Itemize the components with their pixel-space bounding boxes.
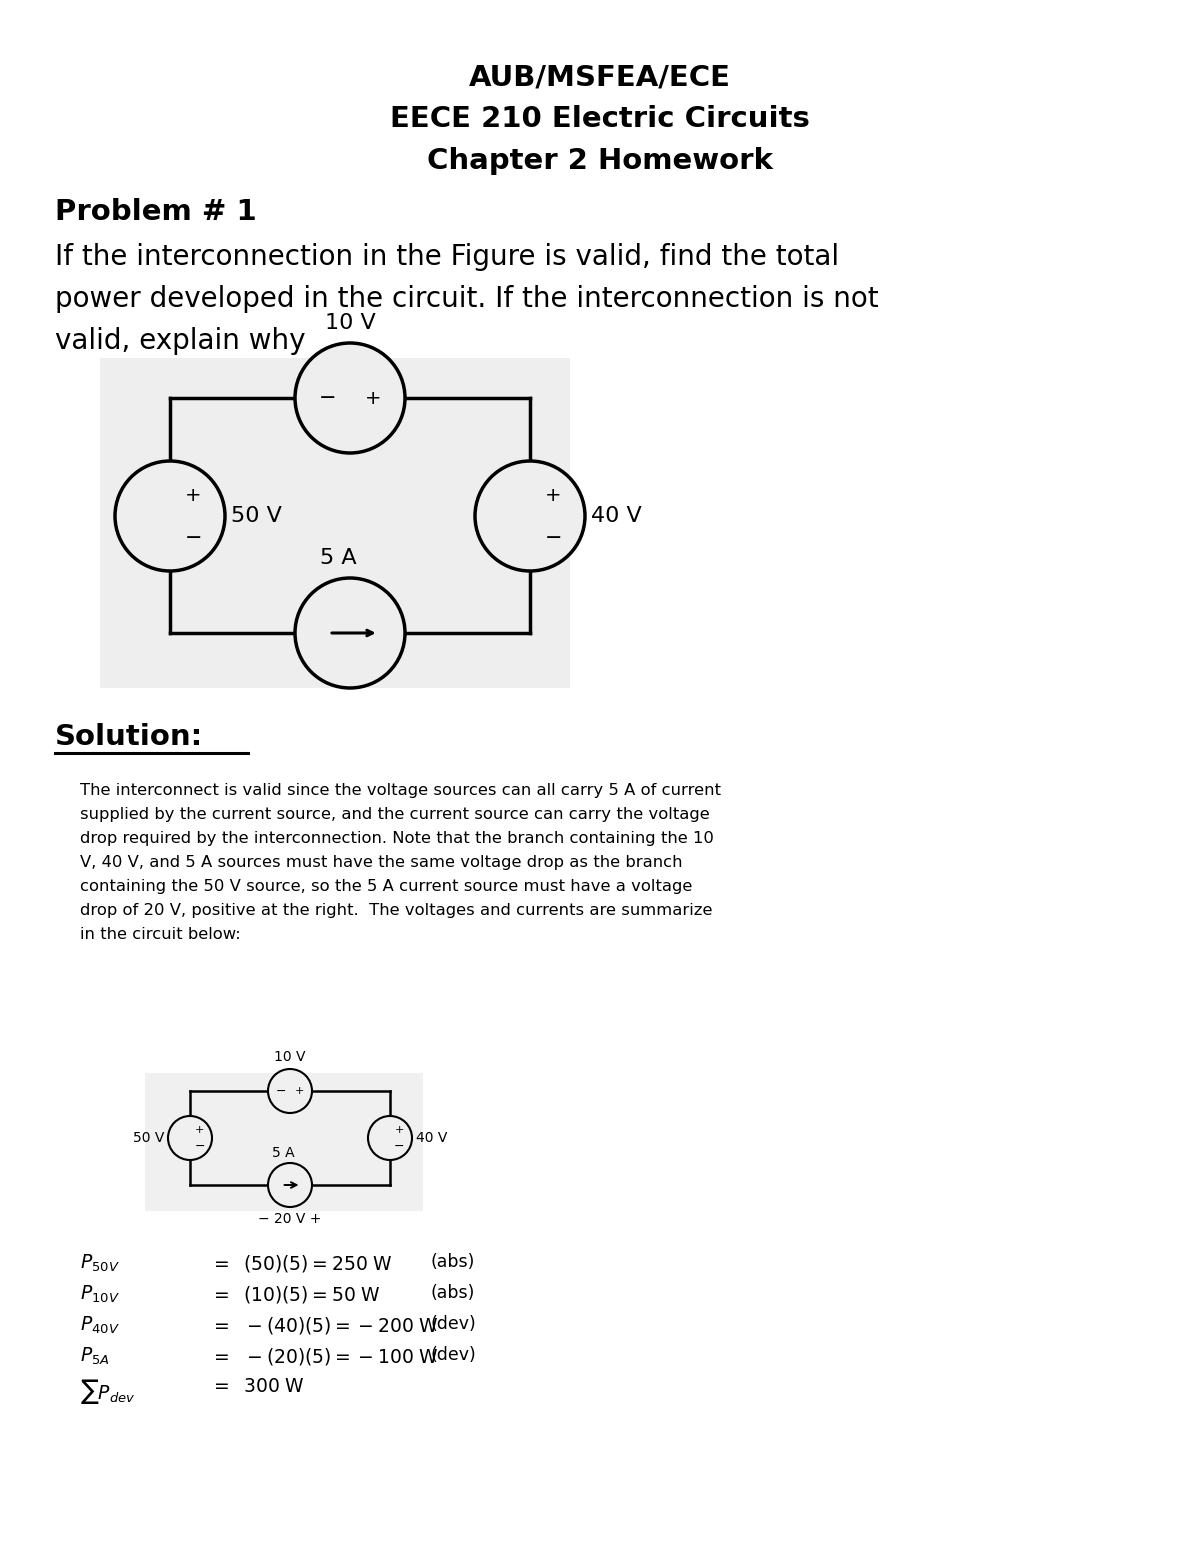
Text: supplied by the current source, and the current source can carry the voltage: supplied by the current source, and the … [80,808,709,822]
Text: −: − [545,528,562,548]
Text: $P_{5A}$: $P_{5A}$ [80,1346,109,1367]
Text: AUB/MSFEA/ECE: AUB/MSFEA/ECE [469,64,731,92]
Text: 10 V: 10 V [275,1050,306,1064]
Text: The interconnect is valid since the voltage sources can all carry 5 A of current: The interconnect is valid since the volt… [80,783,721,798]
Text: −: − [185,528,202,548]
Text: − 20 V +: − 20 V + [258,1211,322,1225]
Text: If the interconnection in the Figure is valid, find the total: If the interconnection in the Figure is … [55,242,839,272]
Circle shape [368,1117,412,1160]
Text: −: − [394,1140,404,1154]
Text: +: + [294,1086,304,1096]
Text: +: + [365,388,382,407]
Text: Chapter 2 Homework: Chapter 2 Homework [427,148,773,175]
Text: Solution:: Solution: [55,724,203,752]
Text: 40 V: 40 V [416,1131,448,1145]
Bar [145,1073,424,1211]
Circle shape [268,1068,312,1114]
Circle shape [168,1117,212,1160]
Text: 5 A: 5 A [320,548,356,568]
Text: (abs): (abs) [430,1284,474,1301]
Text: 50 V: 50 V [133,1131,164,1145]
Text: power developed in the circuit. If the interconnection is not: power developed in the circuit. If the i… [55,286,878,314]
Text: (dev): (dev) [430,1346,475,1364]
Text: $P_{40V}$: $P_{40V}$ [80,1315,120,1336]
Text: −: − [319,388,337,408]
Circle shape [295,343,406,453]
Circle shape [268,1163,312,1207]
Text: $\sum P_{dev}$: $\sum P_{dev}$ [80,1378,136,1405]
Text: EECE 210 Electric Circuits: EECE 210 Electric Circuits [390,106,810,134]
Text: valid, explain why: valid, explain why [55,328,306,356]
Text: 50 V: 50 V [230,506,282,526]
Text: −: − [276,1084,287,1098]
Bar [100,359,570,688]
Text: containing the 50 V source, so the 5 A current source must have a voltage: containing the 50 V source, so the 5 A c… [80,879,692,895]
Text: in the circuit below:: in the circuit below: [80,927,241,943]
Text: +: + [196,1124,204,1135]
Text: +: + [395,1124,404,1135]
Text: $= \;\; (50)(5) = 250 \;\mathrm{W}$: $= \;\; (50)(5) = 250 \;\mathrm{W}$ [210,1253,392,1273]
Text: +: + [545,486,562,505]
Text: drop of 20 V, positive at the right.  The voltages and currents are summarize: drop of 20 V, positive at the right. The… [80,902,713,918]
Text: V, 40 V, and 5 A sources must have the same voltage drop as the branch: V, 40 V, and 5 A sources must have the s… [80,856,683,870]
Text: $= \;\; -(40)(5) = -200 \;\mathrm{W}$: $= \;\; -(40)(5) = -200 \;\mathrm{W}$ [210,1315,438,1336]
Circle shape [475,461,586,572]
Circle shape [295,578,406,688]
Text: −: − [194,1140,205,1154]
Text: drop required by the interconnection. Note that the branch containing the 10: drop required by the interconnection. No… [80,831,714,846]
Text: 10 V: 10 V [325,314,376,332]
Text: +: + [185,486,202,505]
Text: 40 V: 40 V [592,506,642,526]
Text: (abs): (abs) [430,1253,474,1270]
Text: $= \;\; (10)(5) = 50 \;\mathrm{W}$: $= \;\; (10)(5) = 50 \;\mathrm{W}$ [210,1284,380,1305]
Text: $P_{50V}$: $P_{50V}$ [80,1253,120,1275]
Circle shape [115,461,226,572]
Text: (dev): (dev) [430,1315,475,1332]
Text: $= \;\; 300 \;\mathrm{W}$: $= \;\; 300 \;\mathrm{W}$ [210,1378,304,1396]
Text: Problem # 1: Problem # 1 [55,197,257,227]
Text: $= \;\; -(20)(5) = -100 \;\mathrm{W}$: $= \;\; -(20)(5) = -100 \;\mathrm{W}$ [210,1346,438,1367]
Text: $P_{10V}$: $P_{10V}$ [80,1284,120,1306]
Text: 5 A: 5 A [272,1146,295,1160]
